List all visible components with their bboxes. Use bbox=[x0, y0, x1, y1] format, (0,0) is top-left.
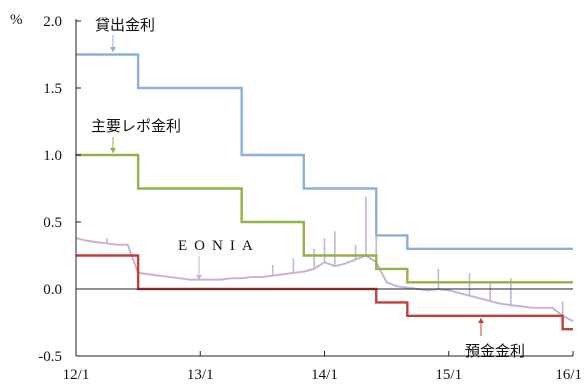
x-tick-label-4: 16/1 bbox=[555, 367, 582, 383]
lending-rate-pointer-head bbox=[110, 47, 116, 52]
main-repo-rate-pointer-head bbox=[110, 148, 116, 153]
series-layer bbox=[75, 53, 574, 331]
labels-layer: % bbox=[10, 12, 23, 28]
y-tick-label-4: 0.0 bbox=[43, 282, 62, 298]
main-repo-rate-label: 主要レポ金利 bbox=[91, 118, 181, 135]
y-tick-label-1: 1.5 bbox=[43, 81, 62, 97]
y-tick-label-2: 1.0 bbox=[43, 148, 62, 164]
eonia-pointer-head bbox=[196, 275, 202, 280]
main-repo-rate-line bbox=[76, 153, 573, 284]
deposit-rate-line bbox=[76, 254, 573, 331]
y-tick-label-3: 0.5 bbox=[43, 215, 62, 231]
y-tick-label-5: -0.5 bbox=[38, 349, 62, 365]
deposit-rate-label: 預金金利 bbox=[465, 343, 525, 360]
ticks-layer: 2.0 1.5 1.0 0.5 0.0 -0.512/1 13/1 14/1 15/1 16/1 bbox=[38, 14, 582, 383]
x-tick-label-0: 12/1 bbox=[63, 367, 90, 383]
y-tick-label-0: 2.0 bbox=[43, 14, 62, 30]
x-tick-label-2: 14/1 bbox=[311, 367, 338, 383]
deposit-rate-pointer-head bbox=[478, 318, 484, 323]
x-tick-label-3: 15/1 bbox=[435, 367, 462, 383]
x-tick-label-1: 13/1 bbox=[187, 367, 214, 383]
lending-rate-label: 貸出金利 bbox=[95, 17, 155, 34]
eonia-label: EONIA bbox=[178, 238, 260, 254]
lending-rate-line bbox=[76, 53, 573, 250]
y-unit-label: % bbox=[10, 12, 23, 28]
